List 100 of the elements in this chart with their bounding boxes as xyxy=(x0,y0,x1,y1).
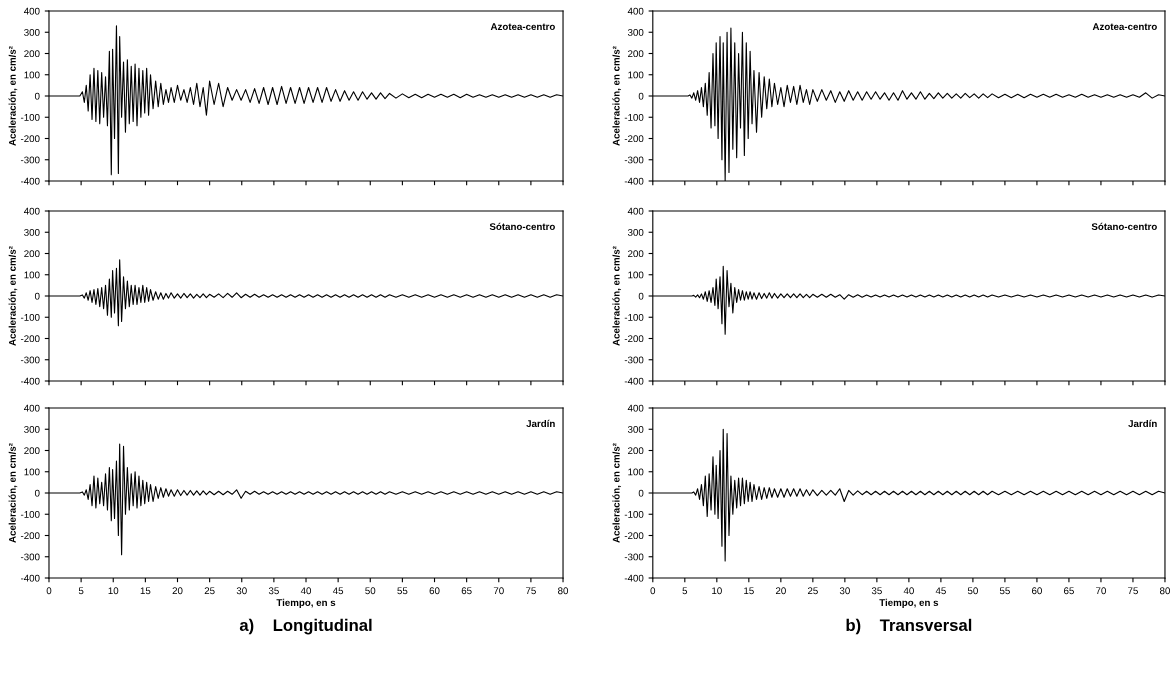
y-tick-label: -200 xyxy=(20,335,40,343)
x-tick-label: 15 xyxy=(140,587,151,595)
y-tick-label: -200 xyxy=(20,135,40,143)
x-tick-label: 75 xyxy=(525,587,536,595)
x-tick-label: 70 xyxy=(493,587,504,595)
y-tick-label: 300 xyxy=(627,228,644,236)
x-tick-label: 50 xyxy=(365,587,376,595)
y-tick-label: 200 xyxy=(24,50,40,58)
x-axis-title: Tiempo, en s xyxy=(276,598,336,608)
x-tick-label: 80 xyxy=(558,587,569,595)
x-tick-label: 20 xyxy=(172,587,183,595)
y-tick-label: 100 xyxy=(628,71,644,79)
x-tick-label: 0 xyxy=(46,587,52,595)
y-tick-label: 300 xyxy=(24,425,40,433)
x-tick-label: 80 xyxy=(1159,587,1170,595)
y-tick-label: -200 xyxy=(20,532,40,540)
x-tick-label: 35 xyxy=(871,587,882,595)
x-tick-label: 30 xyxy=(839,587,850,595)
y-tick-label: 0 xyxy=(638,92,644,100)
x-tick-label: 10 xyxy=(712,587,722,595)
y-tick-label: 200 xyxy=(24,447,40,455)
x-tick-label: 45 xyxy=(935,587,946,595)
y-tick-label: 0 xyxy=(638,489,644,497)
y-tick-label: -300 xyxy=(624,553,644,561)
x-tick-label: 5 xyxy=(682,587,688,595)
y-tick-label: 100 xyxy=(628,271,644,279)
x-tick-label: 20 xyxy=(775,587,786,595)
y-tick-label: -300 xyxy=(20,553,40,561)
x-tick-label: 40 xyxy=(300,587,312,595)
y-tick-label: 100 xyxy=(628,468,644,476)
x-tick-label: 25 xyxy=(807,587,818,595)
x-tick-label: 65 xyxy=(461,587,472,595)
x-axis-title: Tiempo, en s xyxy=(879,598,939,608)
x-tick-label: 35 xyxy=(268,587,279,595)
text: b) Transversal xyxy=(846,618,972,635)
y-tick-label: -400 xyxy=(20,177,40,185)
x-tick-label: 0 xyxy=(650,587,656,595)
text: Sótano-centro xyxy=(489,222,555,231)
y-tick-label: -200 xyxy=(624,135,644,143)
y-axis-title: Aceleración, en cm/s² xyxy=(612,46,622,146)
y-tick-label: 400 xyxy=(627,7,644,15)
y-tick-label: -200 xyxy=(624,335,644,343)
text: Jardín xyxy=(1128,419,1157,428)
y-tick-label: 400 xyxy=(627,207,644,215)
y-tick-label: 400 xyxy=(23,207,40,215)
text: Jardín xyxy=(526,419,555,428)
y-tick-label: 0 xyxy=(34,92,40,100)
y-tick-label: -400 xyxy=(624,377,644,385)
y-tick-label: 100 xyxy=(24,71,40,79)
y-axis-title: Aceleración, en cm/s² xyxy=(8,46,18,146)
y-tick-label: -300 xyxy=(624,156,644,164)
x-tick-label: 25 xyxy=(204,587,215,595)
x-tick-label: 65 xyxy=(1064,587,1074,595)
y-tick-label: 400 xyxy=(23,7,40,15)
y-axis-title: Aceleración, en cm/s² xyxy=(8,246,18,346)
x-tick-label: 55 xyxy=(999,587,1010,595)
y-tick-label: 300 xyxy=(24,28,40,36)
y-tick-label: 0 xyxy=(34,292,40,300)
y-tick-label: -400 xyxy=(624,574,644,582)
x-tick-label: 55 xyxy=(397,587,408,595)
y-tick-label: 100 xyxy=(24,468,40,476)
x-tick-label: 40 xyxy=(903,587,914,595)
y-tick-label: 300 xyxy=(24,228,40,236)
text: Azotea-centro xyxy=(490,23,555,31)
y-tick-label: 100 xyxy=(24,271,40,279)
y-tick-label: 300 xyxy=(627,425,644,433)
y-tick-label: -300 xyxy=(20,156,40,164)
text: Azotea-centro xyxy=(1092,23,1157,31)
y-tick-label: 0 xyxy=(638,292,644,300)
x-tick-label: 60 xyxy=(429,587,440,595)
y-tick-label: -100 xyxy=(20,113,40,121)
y-tick-label: -400 xyxy=(20,574,40,582)
text: a) Longitudinal xyxy=(239,618,372,635)
y-tick-label: -400 xyxy=(20,377,40,385)
y-tick-label: 300 xyxy=(627,28,644,36)
y-tick-label: 400 xyxy=(23,404,40,412)
y-axis-title: Aceleración, en cm/s² xyxy=(612,443,622,543)
x-tick-label: 10 xyxy=(108,587,119,595)
x-tick-label: 60 xyxy=(1032,587,1042,595)
y-tick-label: -100 xyxy=(20,313,40,321)
x-tick-label: 50 xyxy=(967,587,978,595)
x-tick-label: 30 xyxy=(236,587,247,595)
x-tick-label: 5 xyxy=(78,587,84,595)
y-tick-label: -300 xyxy=(624,356,644,364)
y-tick-label: -200 xyxy=(624,532,644,540)
x-tick-label: 45 xyxy=(332,587,344,595)
y-tick-label: -100 xyxy=(20,510,40,518)
y-axis-title: Aceleración, en cm/s² xyxy=(612,246,622,346)
x-tick-label: 15 xyxy=(744,587,754,595)
y-tick-label: -100 xyxy=(624,510,644,518)
text: Sótano-centro xyxy=(1091,222,1157,231)
x-tick-label: 70 xyxy=(1096,587,1106,595)
y-tick-label: -300 xyxy=(20,356,40,364)
y-tick-label: 200 xyxy=(628,447,644,455)
y-tick-label: 200 xyxy=(24,250,40,258)
y-tick-label: 0 xyxy=(34,489,40,497)
y-axis-title: Aceleración, en cm/s² xyxy=(8,443,18,543)
y-tick-label: 200 xyxy=(628,50,644,58)
y-tick-label: -400 xyxy=(624,177,644,185)
y-tick-label: 400 xyxy=(627,404,644,412)
